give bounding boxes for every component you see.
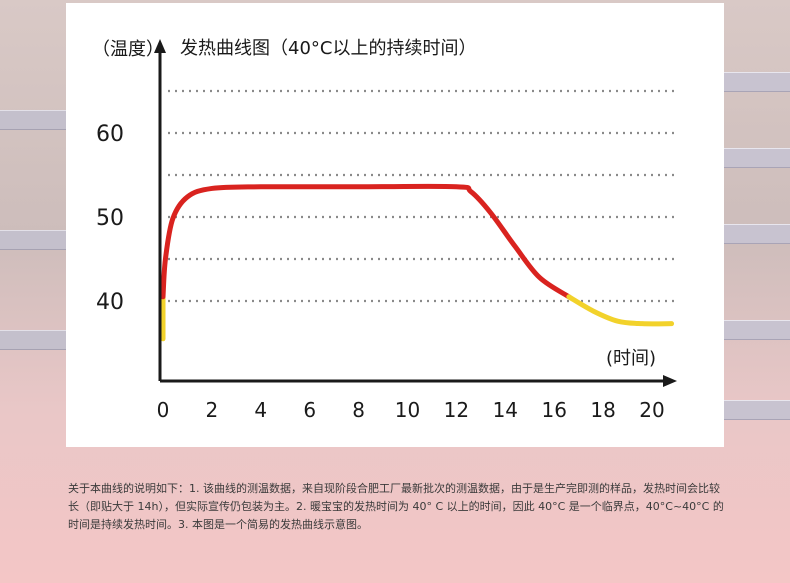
x-tick-label: 6 bbox=[303, 398, 316, 422]
x-tick-label: 2 bbox=[206, 398, 219, 422]
chart-title: 发热曲线图（40°C以上的持续时间） bbox=[180, 38, 476, 59]
x-tick-label: 12 bbox=[444, 398, 469, 422]
chart-explanation-note: 关于本曲线的说明如下：1. 该曲线的测温数据，来自现阶段合肥工厂最新批次的测温数… bbox=[68, 482, 724, 531]
x-tick-label: 18 bbox=[590, 398, 615, 422]
background-rail bbox=[724, 400, 790, 420]
x-tick-label: 10 bbox=[395, 398, 420, 422]
series-line-2 bbox=[566, 294, 675, 327]
y-tick-label: 40 bbox=[96, 290, 124, 315]
y-tick-label: 50 bbox=[96, 206, 124, 231]
background-rail bbox=[0, 330, 66, 350]
x-tick-labels: 0 2 4 6 8 10 12 14 16 18 20 bbox=[157, 398, 665, 422]
series-lines bbox=[160, 183, 675, 342]
background-rail bbox=[724, 72, 790, 92]
chart-card: （温度） 发热曲线图（40°C以上的持续时间） (时间) 40 50 60 0 2 4 6… bbox=[66, 3, 724, 447]
y-axis-label: （温度） bbox=[92, 39, 164, 60]
y-tick-label: 60 bbox=[96, 122, 124, 147]
x-tick-label: 8 bbox=[352, 398, 365, 422]
x-tick-label: 20 bbox=[639, 398, 664, 422]
x-tick-label: 16 bbox=[541, 398, 566, 422]
x-axis-arrow-icon bbox=[663, 375, 677, 387]
gridlines bbox=[168, 89, 678, 303]
background-rail bbox=[0, 110, 66, 130]
series-line-1 bbox=[160, 183, 572, 300]
background-rail bbox=[724, 148, 790, 168]
y-axis-arrow-icon bbox=[154, 39, 166, 53]
x-tick-label: 0 bbox=[157, 398, 170, 422]
axes bbox=[154, 39, 677, 387]
x-tick-label: 14 bbox=[493, 398, 518, 422]
x-axis-label: (时间) bbox=[606, 348, 656, 369]
background-rail bbox=[0, 230, 66, 250]
background-rail bbox=[724, 320, 790, 340]
heating-curve-chart: （温度） 发热曲线图（40°C以上的持续时间） (时间) 40 50 60 0 2 4 6… bbox=[92, 38, 678, 422]
y-tick-labels: 40 50 60 bbox=[96, 122, 124, 315]
background-rail bbox=[724, 224, 790, 244]
x-tick-label: 4 bbox=[254, 398, 267, 422]
